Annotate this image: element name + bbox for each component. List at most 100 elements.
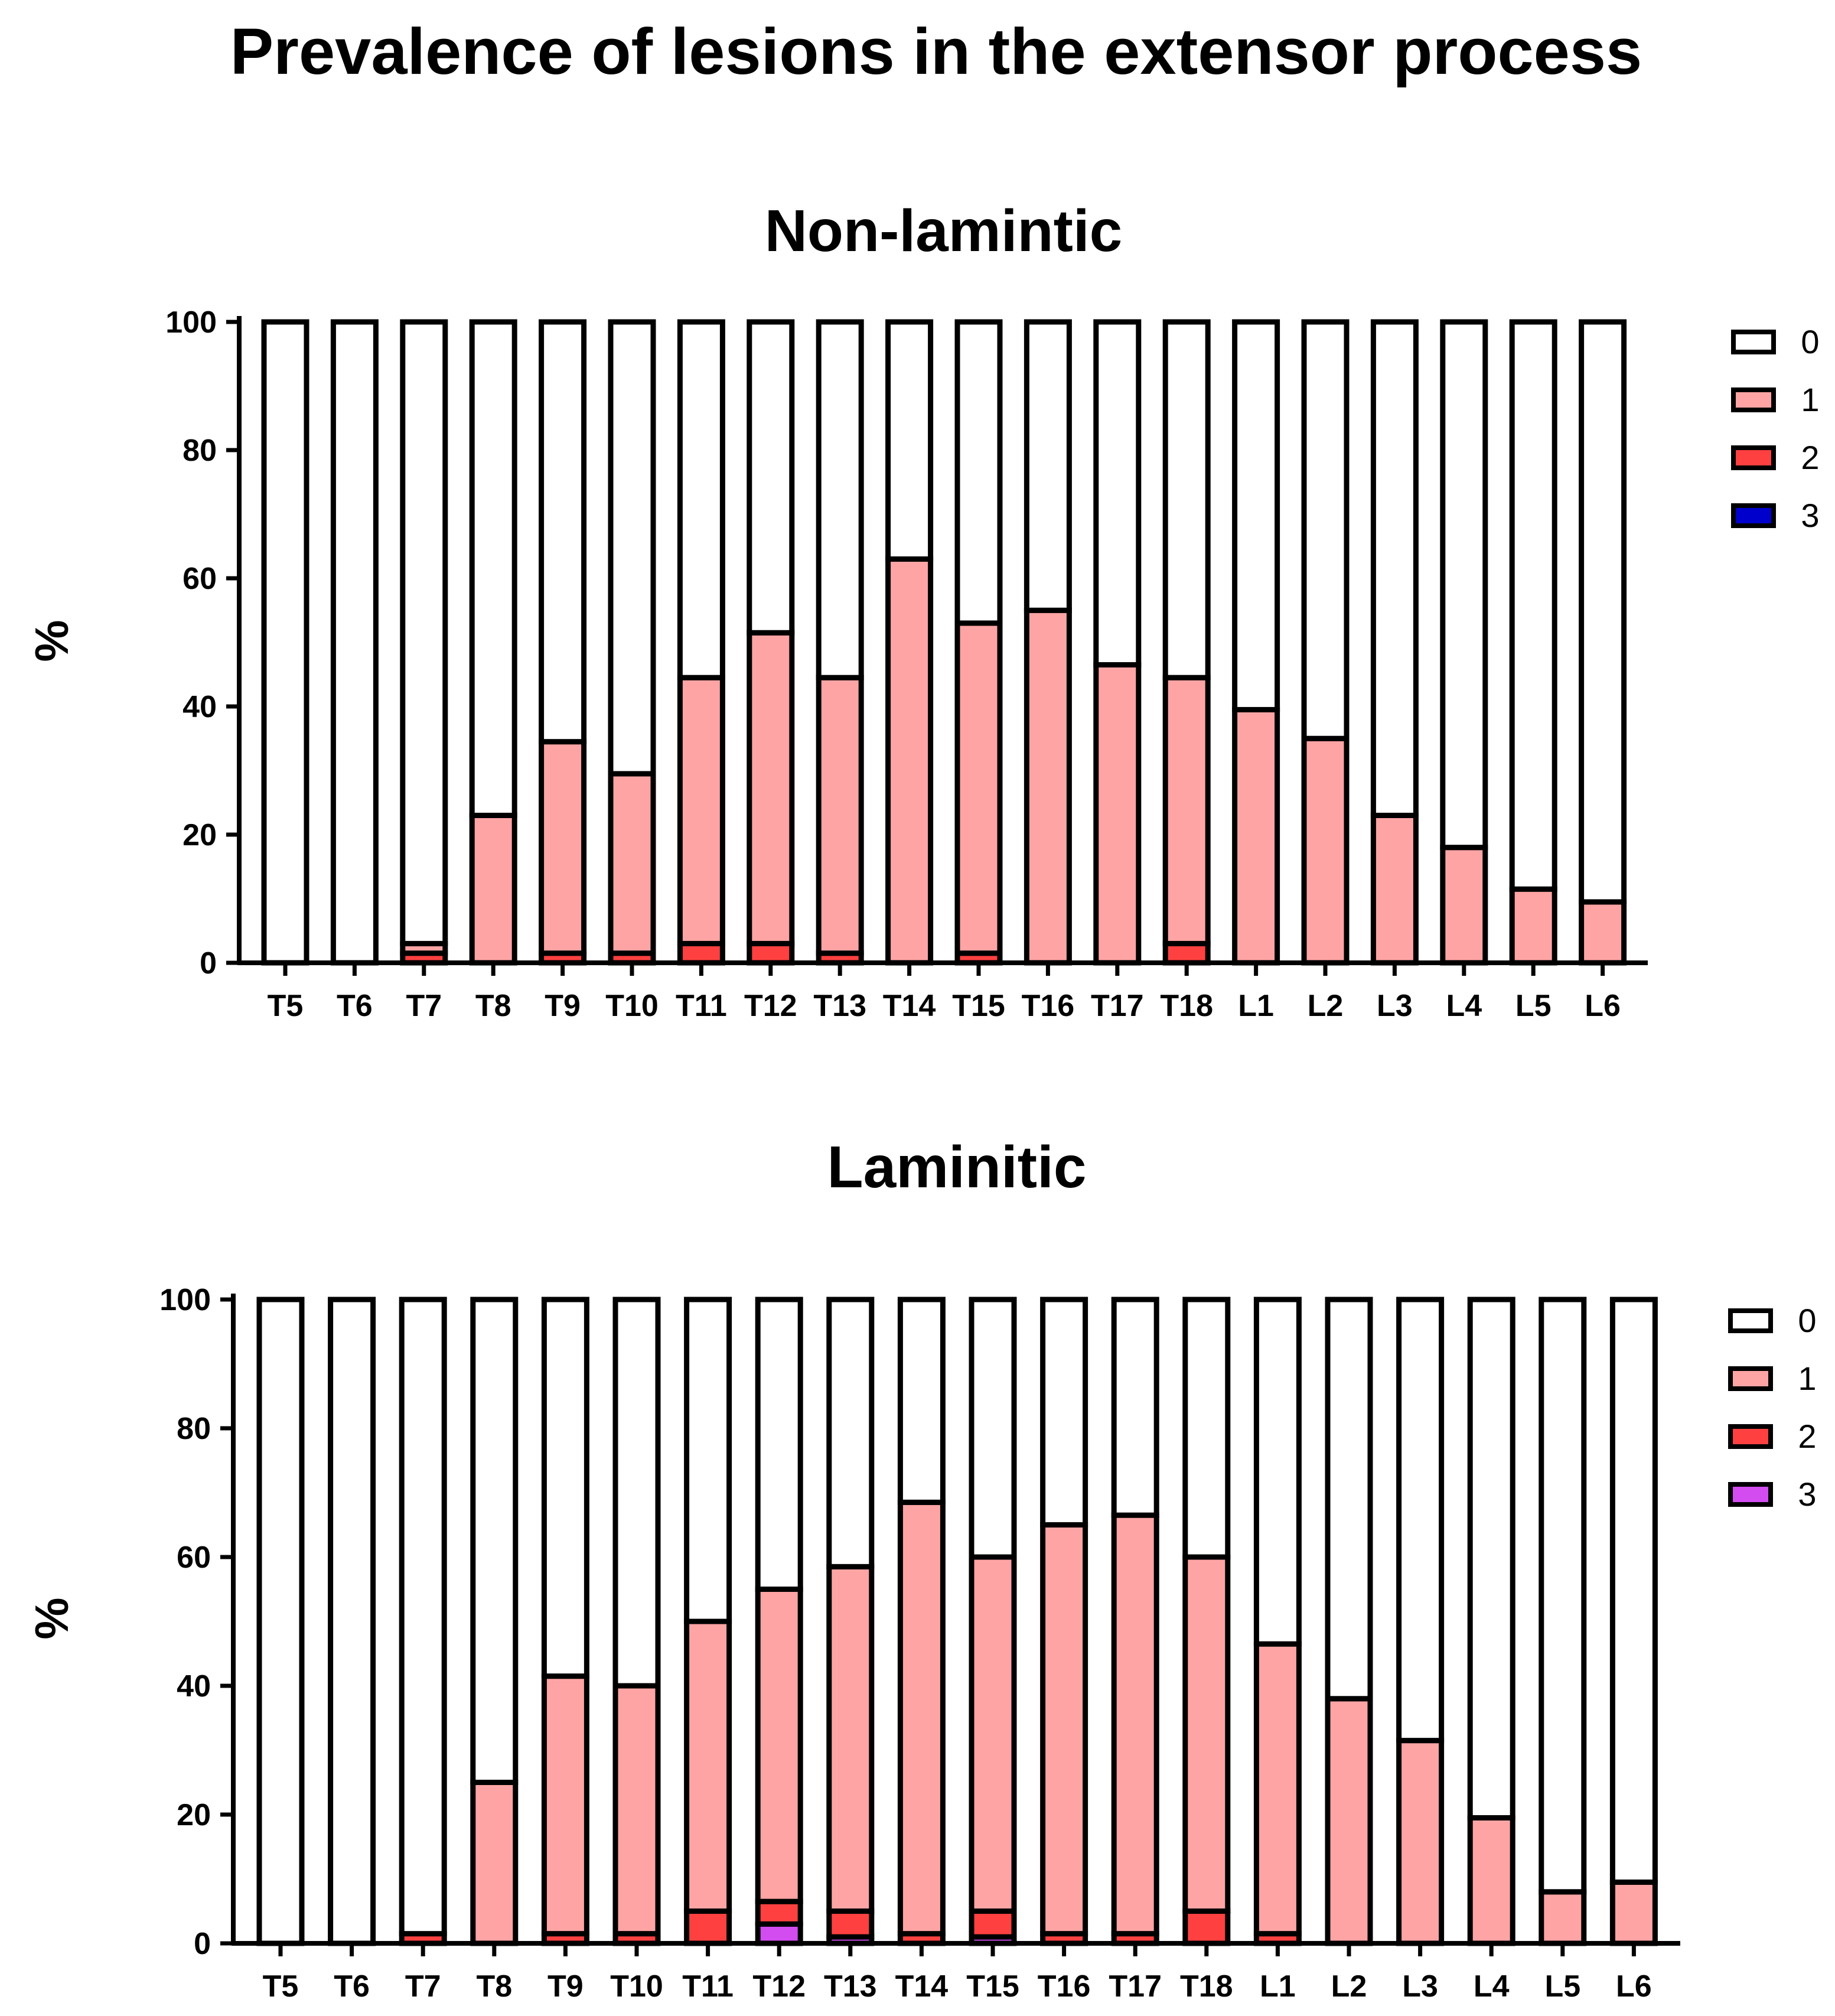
bar-segment-T13-level-0 [816, 319, 864, 680]
bar-segment-T13-level-0 [826, 1297, 875, 1569]
bar-segment-T11-level-0 [684, 1297, 732, 1624]
bar-segment-L1-level-0 [1232, 319, 1280, 712]
bar-segment-L4-level-0 [1467, 1297, 1515, 1820]
bar-segment-T7-level-0 [399, 1297, 447, 1937]
bar-segment-T16-level-0 [1040, 1297, 1088, 1528]
y-tick-label: 100 [159, 1283, 211, 1317]
bar-segment-T14-level-1 [885, 556, 934, 966]
y-tick-label: 100 [165, 305, 217, 340]
bar-segment-T17-level-0 [1111, 1297, 1159, 1518]
x-tick-label-T8: T8 [475, 989, 511, 1023]
bar-segment-T9-level-0 [539, 319, 587, 745]
bar-segment-L5-level-0 [1539, 1297, 1587, 1895]
bar-segment-T11-level-0 [677, 319, 725, 680]
y-tick-label: 0 [200, 946, 217, 981]
legend-label-3: 3 [1801, 497, 1819, 534]
x-tick-label-T6: T6 [337, 989, 373, 1023]
x-tick-label-T17: T17 [1109, 1969, 1162, 2004]
bar-segment-T8-level-1 [470, 1780, 519, 1946]
x-tick-label-L5: L5 [1515, 989, 1552, 1023]
bar-segment-T12-level-2 [747, 940, 795, 966]
bar-segment-T13-level-1 [826, 1564, 875, 1914]
legend-label-1: 1 [1798, 1360, 1816, 1397]
bar-segment-L3-level-0 [1370, 319, 1419, 818]
bar-segment-T18-level-2 [1182, 1908, 1231, 1946]
bar-segment-L1-level-0 [1253, 1297, 1302, 1647]
bar-segment-L6-level-0 [1609, 1297, 1658, 1885]
x-tick-label-T5: T5 [268, 989, 304, 1023]
bar-segment-L2-level-1 [1301, 735, 1350, 966]
bar-segment-T15-level-1 [969, 1554, 1017, 1914]
bar-segment-T17-level-1 [1111, 1512, 1159, 1937]
legend-label-2: 2 [1801, 439, 1819, 476]
bar-segment-T11-level-2 [677, 940, 725, 966]
bar-segment-T16-level-0 [1024, 319, 1072, 613]
x-tick-label-L3: L3 [1377, 989, 1413, 1023]
bar-segment-T17-level-0 [1093, 319, 1142, 667]
bar-segment-T7-level-0 [400, 319, 448, 946]
bar-segment-T12-level-1 [747, 630, 795, 946]
x-tick-label-T12: T12 [752, 1969, 806, 2004]
bar-segment-T8-level-0 [469, 319, 517, 818]
bar-segment-T12-level-1 [755, 1587, 803, 1904]
chart-title: Non-lamintic [765, 198, 1123, 264]
x-tick-label-T12: T12 [744, 989, 797, 1023]
x-tick-label-T5: T5 [263, 1969, 299, 2004]
bar-segment-T9-level-1 [541, 1673, 589, 1937]
bar-segment-T18-level-2 [1162, 940, 1211, 966]
bar-segment-T18-level-1 [1182, 1554, 1231, 1914]
bar-segment-L3-level-1 [1370, 812, 1419, 966]
y-tick-label: 80 [182, 434, 217, 468]
x-tick-label-T8: T8 [476, 1969, 512, 2004]
legend-label-2: 2 [1798, 1418, 1816, 1455]
x-tick-label-T7: T7 [405, 1969, 441, 2004]
x-tick-label-T14: T14 [895, 1969, 949, 2004]
x-tick-label-T18: T18 [1180, 1969, 1233, 2004]
y-tick-label: 0 [194, 1927, 211, 1961]
x-tick-label-L1: L1 [1238, 989, 1274, 1023]
legend-swatch-2 [1728, 1424, 1773, 1449]
legend-swatch-1 [1731, 387, 1776, 412]
y-tick-label: 40 [177, 1669, 211, 1704]
bar-segment-L6-level-1 [1609, 1879, 1658, 1946]
legend-label-0: 0 [1798, 1302, 1816, 1339]
figure-title: Prevalence of lesions in the extensor pr… [230, 15, 1642, 88]
bar-segment-T12-level-2 [755, 1898, 803, 1927]
y-tick-label: 20 [177, 1798, 211, 1832]
bar-segment-L3-level-1 [1396, 1738, 1445, 1946]
chart-laminitic: Laminitic% T5 T6 T7 T8 T9 T10 T11 T12 T13 T14 T15 T1… [25, 1134, 1817, 2004]
bar-segment-T12-level-0 [747, 319, 795, 636]
bar-segment-T10-level-0 [608, 319, 656, 777]
x-tick-label-L6: L6 [1585, 989, 1621, 1023]
x-tick-label-L5: L5 [1544, 1969, 1580, 2004]
bar-segment-T11-level-1 [684, 1618, 732, 1914]
x-tick-label-T11: T11 [682, 1969, 734, 2004]
bar-segment-L1-level-1 [1232, 706, 1280, 966]
bar-segment-T15-level-0 [954, 319, 1003, 626]
bar-segment-T14-level-0 [885, 319, 934, 562]
x-tick-label-T16: T16 [1038, 1969, 1091, 2004]
x-tick-label-T15: T15 [966, 1969, 1019, 2004]
bar-segment-T10-level-1 [608, 771, 656, 956]
bar-segment-T11-level-1 [677, 675, 725, 946]
bar-segment-L1-level-1 [1253, 1641, 1302, 1937]
bar-segment-L3-level-0 [1396, 1297, 1445, 1744]
legend-swatch-2 [1731, 445, 1776, 470]
bar-segment-T12-level-3 [755, 1921, 803, 1946]
bar-segment-T6-level-0 [330, 319, 379, 966]
x-tick-label-T10: T10 [610, 1969, 663, 2004]
bar-segment-L5-level-0 [1509, 319, 1557, 892]
bar-segment-T11-level-2 [684, 1908, 732, 1946]
bar-segment-T17-level-1 [1093, 662, 1142, 966]
x-tick-label-T16: T16 [1022, 989, 1075, 1023]
bar-segment-T8-level-1 [469, 812, 517, 966]
bar-segment-T15-level-1 [954, 620, 1003, 956]
y-axis-label: % [25, 620, 78, 662]
y-tick-label: 40 [182, 690, 217, 724]
bar-segment-T10-level-1 [612, 1683, 661, 1937]
bar-segment-T9-level-1 [539, 739, 587, 956]
bar-segment-L2-level-0 [1301, 319, 1350, 741]
bar-segment-T18-level-1 [1162, 675, 1211, 946]
y-tick-label: 80 [177, 1412, 211, 1446]
